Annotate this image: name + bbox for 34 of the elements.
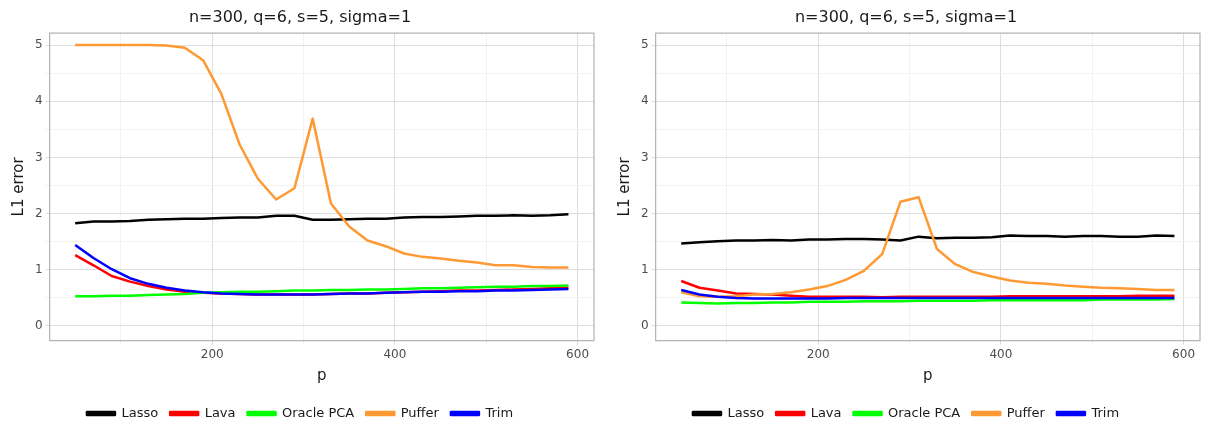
y-tick-label: 0 [640,318,649,333]
legend-label: Puffer [400,404,440,420]
y-tick-label: 1 [640,261,649,276]
chart-title: n=300, q=6, s=5, sigma=1 [794,6,1018,26]
y-tick-label: 5 [640,37,649,52]
legend-label: Lava [810,404,842,420]
y-tick-label: 2 [640,205,649,220]
x-tick-label: 600 [566,346,590,361]
y-tick-label: 2 [34,205,43,220]
x-tick-label: 400 [989,346,1013,361]
y-tick-label: 3 [640,149,649,164]
y-tick-label: 4 [34,93,43,108]
y-tick-label: 3 [34,149,43,164]
x-axis-title: p [317,365,327,384]
legend-label: Oracle PCA [282,404,355,420]
y-axis-title: L1 error [8,156,27,217]
x-axis-title: p [923,365,933,384]
legend-label: Trim [484,404,514,420]
x-tick-label: 400 [383,346,407,361]
y-tick-label: 4 [640,93,649,108]
x-tick-label: 600 [1172,346,1196,361]
x-tick-label: 200 [200,346,224,361]
legend-label: Lava [204,404,236,420]
y-tick-label: 1 [34,261,43,276]
y-axis-title: L1 error [614,156,633,217]
legend-label: Lasso [121,404,159,420]
legend-label: Lasso [727,404,765,420]
legend-label: Puffer [1006,404,1046,420]
chart-title: n=300, q=6, s=5, sigma=1 [188,6,412,26]
y-tick-label: 0 [34,318,43,333]
y-tick-label: 5 [34,37,43,52]
x-tick-label: 200 [806,346,830,361]
legend-label: Oracle PCA [888,404,961,420]
legend-label: Trim [1090,404,1120,420]
